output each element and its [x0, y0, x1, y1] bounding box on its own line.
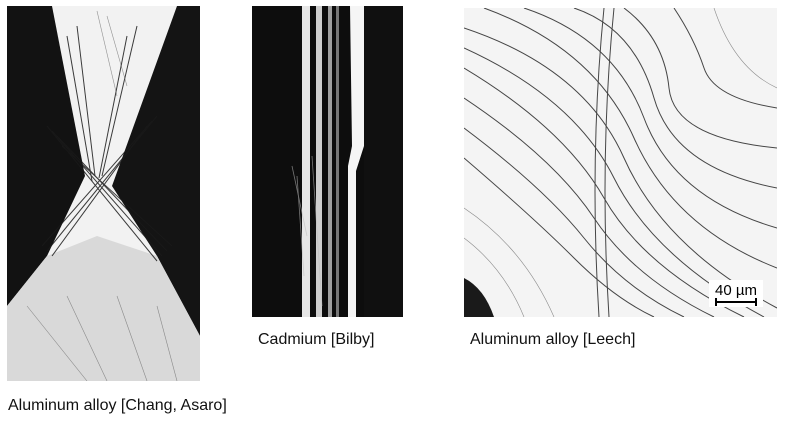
micrograph-curved-slip-lines: 40 µm	[464, 8, 777, 317]
caption-leech: Aluminum alloy [Leech]	[470, 331, 635, 349]
caption-bilby: Cadmium [Bilby]	[258, 331, 374, 349]
micrograph-vertical-twin-band	[252, 6, 403, 317]
scale-bar-label: 40 µm	[715, 282, 757, 299]
caption-chang-asaro: Aluminum alloy [Chang, Asaro]	[8, 397, 227, 415]
scale-bar-line	[715, 301, 757, 303]
micrograph-x-shear-bands	[7, 6, 200, 381]
scale-bar: 40 µm	[709, 280, 763, 307]
